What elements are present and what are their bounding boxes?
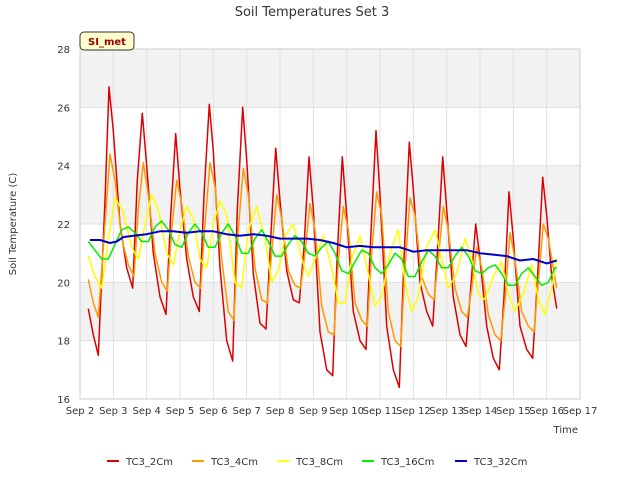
series-layer <box>87 86 558 389</box>
legend-item: TC3_16Cm <box>362 457 434 468</box>
y-tick-label: 22 <box>57 220 70 231</box>
x-tick-label: Sep 6 <box>199 406 227 417</box>
x-tick-label: Sep 8 <box>266 406 294 417</box>
station-badge-label: SI_met <box>88 37 126 48</box>
series-line-tc3-16cm <box>87 220 557 287</box>
plot-border <box>79 48 581 400</box>
legend-label: TC3_4Cm <box>210 457 258 468</box>
chart-title: Soil Temperatures Set 3 <box>235 5 390 20</box>
y-tick-label: 28 <box>57 45 70 56</box>
legend-item: TC3_32Cm <box>455 457 527 468</box>
x-tick-label: Sep 7 <box>232 406 260 417</box>
series-line-tc3-8cm <box>87 194 558 316</box>
legend-label: TC3_8Cm <box>295 457 343 468</box>
x-tick-label: Sep 15 <box>496 406 531 417</box>
plot-band <box>80 49 580 108</box>
x-tick-label: Sep 5 <box>166 406 194 417</box>
legend-item: TC3_8Cm <box>277 457 343 468</box>
station-badge-box <box>79 31 135 51</box>
y-tick-label: 18 <box>57 337 70 348</box>
legend-label: TC3_16Cm <box>380 457 434 468</box>
x-tick-label: Sep 13 <box>429 406 464 417</box>
x-tick-label: Sep 10 <box>329 406 364 417</box>
y-tick-label: 16 <box>57 395 70 406</box>
plot-band <box>80 282 580 341</box>
x-tick-label: Sep 12 <box>396 406 431 417</box>
series-line-tc3-32cm <box>90 230 557 265</box>
plot-band <box>80 165 580 224</box>
x-axis-ticks: Sep 2 Sep 3 Sep 4 Sep 5 Sep 6 Sep 7 Sep 8 Sep 9… <box>66 406 598 417</box>
station-badge: SI_met <box>79 31 135 51</box>
legend-item: TC3_2Cm <box>107 457 173 468</box>
x-tick-label: Sep 16 <box>529 406 564 417</box>
y-tick-label: 26 <box>57 103 70 114</box>
y-axis-ticks: 16 18 20 22 24 26 28 <box>57 45 70 406</box>
x-axis-title: Time <box>553 425 578 436</box>
y-axis-title: Soil Temperature (C) <box>8 173 19 276</box>
legend: TC3_2Cm TC3_4Cm TC3_8Cm TC3_16Cm TC3_32Cm <box>107 457 527 468</box>
x-tick-label: Sep 14 <box>463 406 498 417</box>
x-tick-label: Sep 11 <box>363 406 398 417</box>
series-line-tc3-4cm <box>87 153 558 348</box>
x-tick-label: Sep 4 <box>132 406 160 417</box>
x-tick-label: Sep 2 <box>66 406 94 417</box>
x-tick-label: Sep 17 <box>563 406 598 417</box>
x-tick-label: Sep 9 <box>299 406 327 417</box>
x-tick-label: Sep 3 <box>99 406 127 417</box>
legend-label: TC3_32Cm <box>473 457 527 468</box>
legend-label: TC3_2Cm <box>125 457 173 468</box>
y-tick-label: 20 <box>57 278 70 289</box>
y-tick-label: 24 <box>57 162 70 173</box>
legend-item: TC3_4Cm <box>192 457 258 468</box>
